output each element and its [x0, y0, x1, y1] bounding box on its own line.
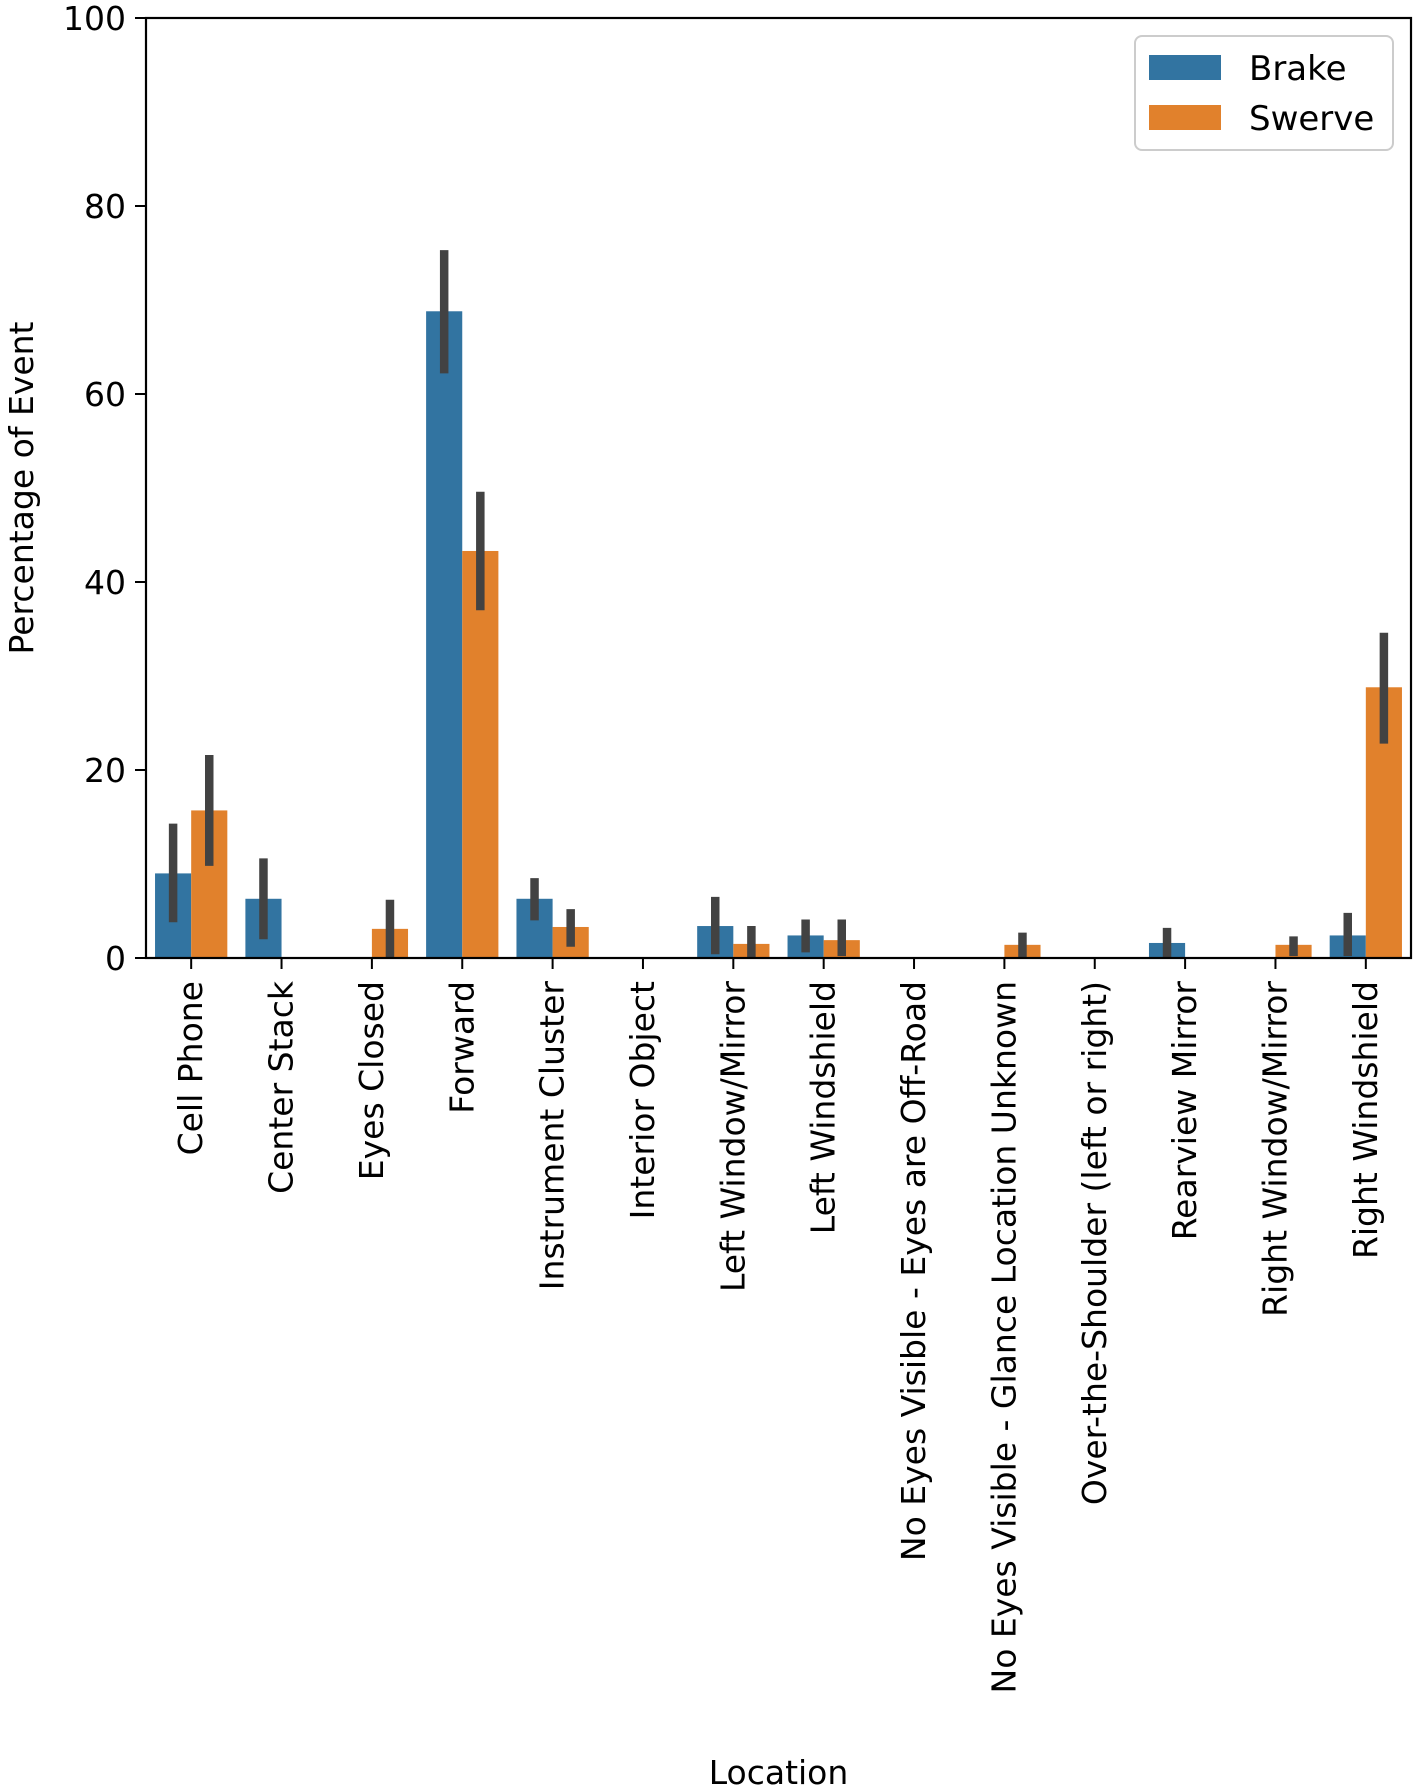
x-tick-label-2: Eyes Closed [352, 981, 391, 1180]
plot-frame [144, 16, 1413, 960]
x-axis-title: Location [709, 1753, 849, 1792]
x-tick-label-13: Right Windshield [1346, 981, 1385, 1259]
legend-label-brake: Brake [1249, 49, 1347, 89]
x-tick-label-3: Forward [442, 981, 481, 1114]
x-tick-label-11: Rearview Mirror [1165, 981, 1204, 1241]
y-axis-title: Percentage of Event [2, 321, 41, 654]
x-tick-label-0: Cell Phone [171, 981, 210, 1155]
bar-brake-3 [426, 311, 463, 958]
x-axis-ticks: Cell Phone Center Stack Eyes Closed Forward… [171, 958, 1385, 1693]
legend-swatch-swerve [1149, 105, 1221, 130]
y-tick-label-5: 100 [63, 0, 126, 38]
legend-swatch-brake [1149, 55, 1221, 80]
x-tick-label-4: Instrument Cluster [533, 981, 572, 1291]
y-tick-label-1: 20 [84, 751, 126, 790]
x-tick-label-9: No Eyes Visible - Glance Location Unknow… [984, 981, 1023, 1693]
legend-label-swerve: Swerve [1249, 99, 1374, 139]
x-tick-label-8: No Eyes Visible - Eyes are Off-Road [894, 981, 933, 1561]
x-tick-label-6: Left Window/Mirror [713, 981, 752, 1292]
x-tick-label-12: Right Window/Mirror [1255, 981, 1294, 1317]
y-tick-label-0: 0 [105, 939, 126, 978]
bar-swerve-3 [462, 550, 499, 958]
x-tick-label-5: Interior Object [623, 981, 662, 1219]
y-tick-label-3: 60 [84, 375, 126, 414]
plot-area [144, 16, 1413, 960]
y-axis-ticks: 0 20 40 60 80 100 [63, 0, 146, 978]
y-tick-label-2: 40 [84, 563, 126, 602]
legend: Brake Swerve [1134, 35, 1394, 151]
y-tick-label-4: 80 [84, 187, 126, 226]
error-bars-layer [168, 250, 1389, 958]
bars-layer [155, 311, 1402, 958]
x-tick-label-1: Center Stack [262, 980, 301, 1194]
x-tick-label-10: Over-the-Shoulder (left or right) [1075, 981, 1114, 1505]
x-tick-label-7: Left Windshield [804, 981, 843, 1234]
